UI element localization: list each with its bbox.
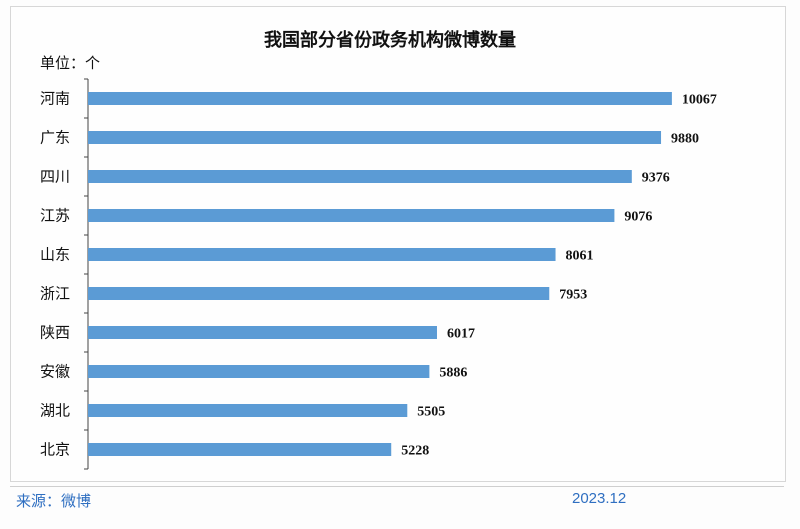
bar-7 [88,365,430,378]
bar-0 [88,92,672,105]
category-label: 陕西 [40,324,70,342]
bar-9 [88,443,392,456]
value-label: 5505 [417,405,445,420]
bar-8 [88,404,408,417]
bar-4 [88,248,556,261]
date-text: 2023.12 [572,490,627,507]
value-label: 9076 [624,210,652,225]
footer-divider [10,486,784,513]
bar-6 [88,326,437,339]
category-label: 湖北 [40,402,70,420]
bar-5 [88,287,550,300]
value-label: 9880 [671,132,699,147]
bar-1 [88,131,662,144]
chart-frame [10,6,786,482]
unit-label: 单位：个 [40,54,101,72]
bar-3 [88,209,615,222]
category-label: 河南 [40,90,70,108]
category-label: 山东 [40,246,70,264]
value-label: 9376 [642,171,670,186]
category-label: 浙江 [40,285,70,303]
category-label: 江苏 [40,207,70,225]
value-label: 6017 [447,327,475,342]
category-label: 安徽 [40,363,70,381]
value-label: 8061 [566,249,594,264]
bar-2 [88,170,632,183]
chart-title: 我国部分省份政务机构微博数量 [264,30,516,51]
value-label: 7953 [559,288,587,303]
category-label: 四川 [40,168,70,186]
value-label: 10067 [682,93,717,108]
category-label: 广东 [40,129,70,147]
source-text: 来源：微博 [16,492,92,510]
category-label: 北京 [40,441,70,459]
value-label: 5228 [401,444,429,459]
value-label: 5886 [439,366,467,381]
